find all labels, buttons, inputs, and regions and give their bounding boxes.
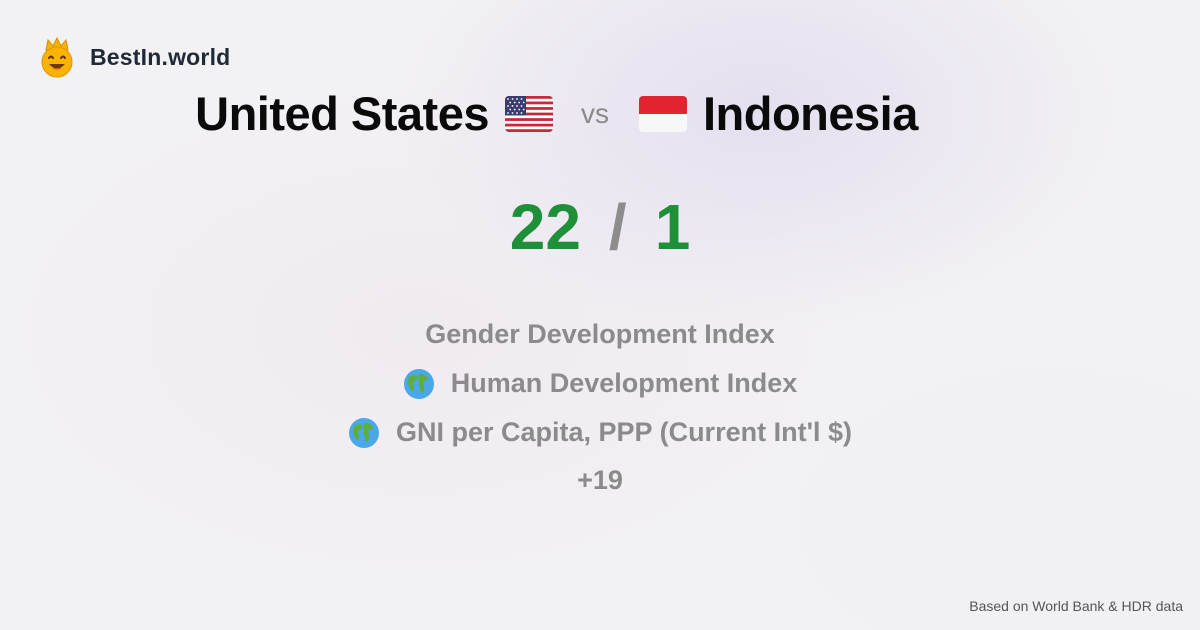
us-flag-icon: [504, 95, 553, 132]
right-country-name[interactable]: Indonesia: [702, 87, 918, 140]
left-country-name[interactable]: United States: [195, 87, 489, 140]
indonesia-flag-icon: [638, 95, 687, 132]
crowned-smiley-icon: [41, 36, 73, 78]
comparison-title: United States vs I: [0, 86, 1113, 141]
score: 22 / 1: [0, 190, 1200, 264]
right-score: 1: [654, 191, 691, 263]
metric-label: GNI per Capita, PPP (Current Int'l $): [396, 417, 852, 447]
brand[interactable]: BestIn.world: [38, 36, 230, 78]
left-score: 22: [509, 191, 581, 263]
metric-label: Human Development Index: [450, 368, 798, 398]
metric-label: Gender Development Index: [425, 319, 775, 349]
metric-item[interactable]: Human Development Index: [403, 359, 798, 408]
brand-name: BestIn.world: [90, 43, 231, 70]
globe-icon: [403, 368, 434, 399]
metric-list: Gender Development Index Human Developme…: [0, 310, 1200, 503]
more-metrics-count[interactable]: +19: [577, 464, 623, 495]
metric-item[interactable]: Gender Development Index: [425, 310, 775, 359]
score-separator: /: [608, 191, 627, 263]
data-source-note: Based on World Bank & HDR data: [969, 598, 1183, 614]
vs-label: vs: [580, 97, 609, 129]
globe-icon: [349, 417, 379, 448]
metric-item[interactable]: GNI per Capita, PPP (Current Int'l $): [348, 408, 852, 457]
